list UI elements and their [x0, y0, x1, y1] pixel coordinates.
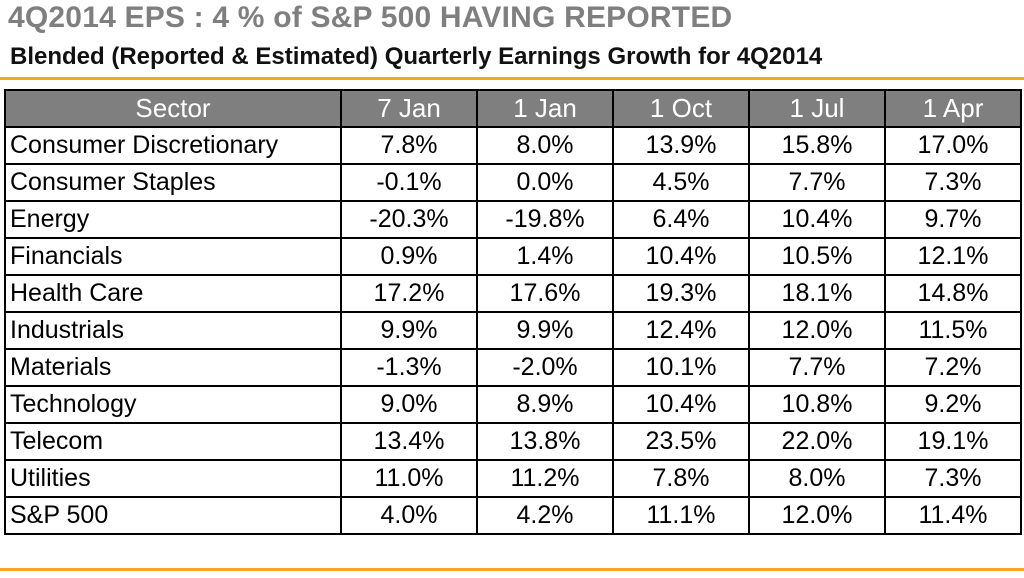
growth-value-cell: 9.2%: [884, 385, 1022, 424]
growth-value-cell: 12.1%: [884, 237, 1022, 276]
sector-cell: Health Care: [4, 274, 342, 313]
growth-value-cell: 9.9%: [476, 311, 614, 350]
growth-value-cell: 18.1%: [748, 274, 886, 313]
table-row: Financials 0.9% 1.4% 10.4% 10.5% 12.1%: [4, 237, 1022, 276]
bottom-accent-rule: [0, 568, 1024, 571]
growth-value-cell: 11.1%: [612, 496, 750, 535]
growth-value-cell: 7.8%: [340, 126, 478, 165]
column-header-sector: Sector: [4, 89, 342, 128]
earnings-growth-table-wrapper: Sector 7 Jan 1 Jan 1 Oct 1 Jul 1 Apr Consumer…: [4, 89, 1022, 535]
sector-cell: Industrials: [4, 311, 342, 350]
growth-value-cell: -19.8%: [476, 200, 614, 239]
column-header-date: 1 Oct: [612, 89, 750, 128]
growth-value-cell: 7.8%: [612, 459, 750, 498]
growth-value-cell: 11.0%: [340, 459, 478, 498]
table-row: Energy -20.3% -19.8% 6.4% 10.4% 9.7%: [4, 200, 1022, 239]
table-row: Telecom 13.4% 13.8% 23.5% 22.0% 19.1%: [4, 422, 1022, 461]
growth-value-cell: 4.0%: [340, 496, 478, 535]
column-header-date: 7 Jan: [340, 89, 478, 128]
growth-value-cell: 12.0%: [748, 496, 886, 535]
top-accent-rule: [0, 77, 1024, 80]
growth-value-cell: 10.8%: [748, 385, 886, 424]
column-header-date: 1 Jan: [476, 89, 614, 128]
table-row: Materials -1.3% -2.0% 10.1% 7.7% 7.2%: [4, 348, 1022, 387]
earnings-growth-table: Sector 7 Jan 1 Jan 1 Oct 1 Jul 1 Apr Consumer…: [4, 89, 1022, 535]
table-row: Consumer Discretionary 7.8% 8.0% 13.9% 15.8%…: [4, 126, 1022, 165]
growth-value-cell: -2.0%: [476, 348, 614, 387]
column-header-date: 1 Apr: [884, 89, 1022, 128]
growth-value-cell: 12.0%: [748, 311, 886, 350]
table-row: Health Care 17.2% 17.6% 19.3% 18.1% 14.8%: [4, 274, 1022, 313]
growth-value-cell: 4.2%: [476, 496, 614, 535]
growth-value-cell: -20.3%: [340, 200, 478, 239]
sector-cell: Financials: [4, 237, 342, 276]
growth-value-cell: 19.1%: [884, 422, 1022, 461]
table-body: Consumer Discretionary 7.8% 8.0% 13.9% 15.8%…: [4, 126, 1022, 535]
growth-value-cell: 7.7%: [748, 348, 886, 387]
growth-value-cell: 9.9%: [340, 311, 478, 350]
growth-value-cell: 9.0%: [340, 385, 478, 424]
growth-value-cell: 13.8%: [476, 422, 614, 461]
sector-cell: S&P 500: [4, 496, 342, 535]
column-header-date: 1 Jul: [748, 89, 886, 128]
growth-value-cell: 17.2%: [340, 274, 478, 313]
table-header-row: Sector 7 Jan 1 Jan 1 Oct 1 Jul 1 Apr: [4, 89, 1022, 128]
growth-value-cell: 7.3%: [884, 163, 1022, 202]
sector-cell: Energy: [4, 200, 342, 239]
page-title: 4Q2014 EPS : 4 % of S&P 500 HAVING REPOR…: [8, 1, 733, 34]
growth-value-cell: 13.4%: [340, 422, 478, 461]
page-subtitle: Blended (Reported & Estimated) Quarterly…: [10, 43, 823, 70]
growth-value-cell: 11.4%: [884, 496, 1022, 535]
table-row: Consumer Staples -0.1% 0.0% 4.5% 7.7% 7.3%: [4, 163, 1022, 202]
growth-value-cell: 11.2%: [476, 459, 614, 498]
growth-value-cell: 10.4%: [748, 200, 886, 239]
growth-value-cell: 4.5%: [612, 163, 750, 202]
growth-value-cell: 6.4%: [612, 200, 750, 239]
sector-cell: Consumer Staples: [4, 163, 342, 202]
growth-value-cell: 11.5%: [884, 311, 1022, 350]
growth-value-cell: 15.8%: [748, 126, 886, 165]
growth-value-cell: 10.5%: [748, 237, 886, 276]
growth-value-cell: 14.8%: [884, 274, 1022, 313]
table-row: S&P 500 4.0% 4.2% 11.1% 12.0% 11.4%: [4, 496, 1022, 535]
growth-value-cell: 22.0%: [748, 422, 886, 461]
growth-value-cell: 19.3%: [612, 274, 750, 313]
growth-value-cell: 17.6%: [476, 274, 614, 313]
growth-value-cell: 10.1%: [612, 348, 750, 387]
growth-value-cell: 8.0%: [748, 459, 886, 498]
growth-value-cell: 7.7%: [748, 163, 886, 202]
growth-value-cell: 10.4%: [612, 385, 750, 424]
growth-value-cell: 10.4%: [612, 237, 750, 276]
growth-value-cell: 8.0%: [476, 126, 614, 165]
growth-value-cell: 9.7%: [884, 200, 1022, 239]
growth-value-cell: 8.9%: [476, 385, 614, 424]
table-row: Utilities 11.0% 11.2% 7.8% 8.0% 7.3%: [4, 459, 1022, 498]
growth-value-cell: 13.9%: [612, 126, 750, 165]
sector-cell: Technology: [4, 385, 342, 424]
sector-cell: Consumer Discretionary: [4, 126, 342, 165]
table-row: Industrials 9.9% 9.9% 12.4% 12.0% 11.5%: [4, 311, 1022, 350]
growth-value-cell: -1.3%: [340, 348, 478, 387]
growth-value-cell: 17.0%: [884, 126, 1022, 165]
growth-value-cell: 12.4%: [612, 311, 750, 350]
sector-cell: Materials: [4, 348, 342, 387]
table-row: Technology 9.0% 8.9% 10.4% 10.8% 9.2%: [4, 385, 1022, 424]
growth-value-cell: 0.9%: [340, 237, 478, 276]
growth-value-cell: 1.4%: [476, 237, 614, 276]
sector-cell: Telecom: [4, 422, 342, 461]
growth-value-cell: 23.5%: [612, 422, 750, 461]
growth-value-cell: 7.2%: [884, 348, 1022, 387]
growth-value-cell: 0.0%: [476, 163, 614, 202]
sector-cell: Utilities: [4, 459, 342, 498]
growth-value-cell: 7.3%: [884, 459, 1022, 498]
growth-value-cell: -0.1%: [340, 163, 478, 202]
